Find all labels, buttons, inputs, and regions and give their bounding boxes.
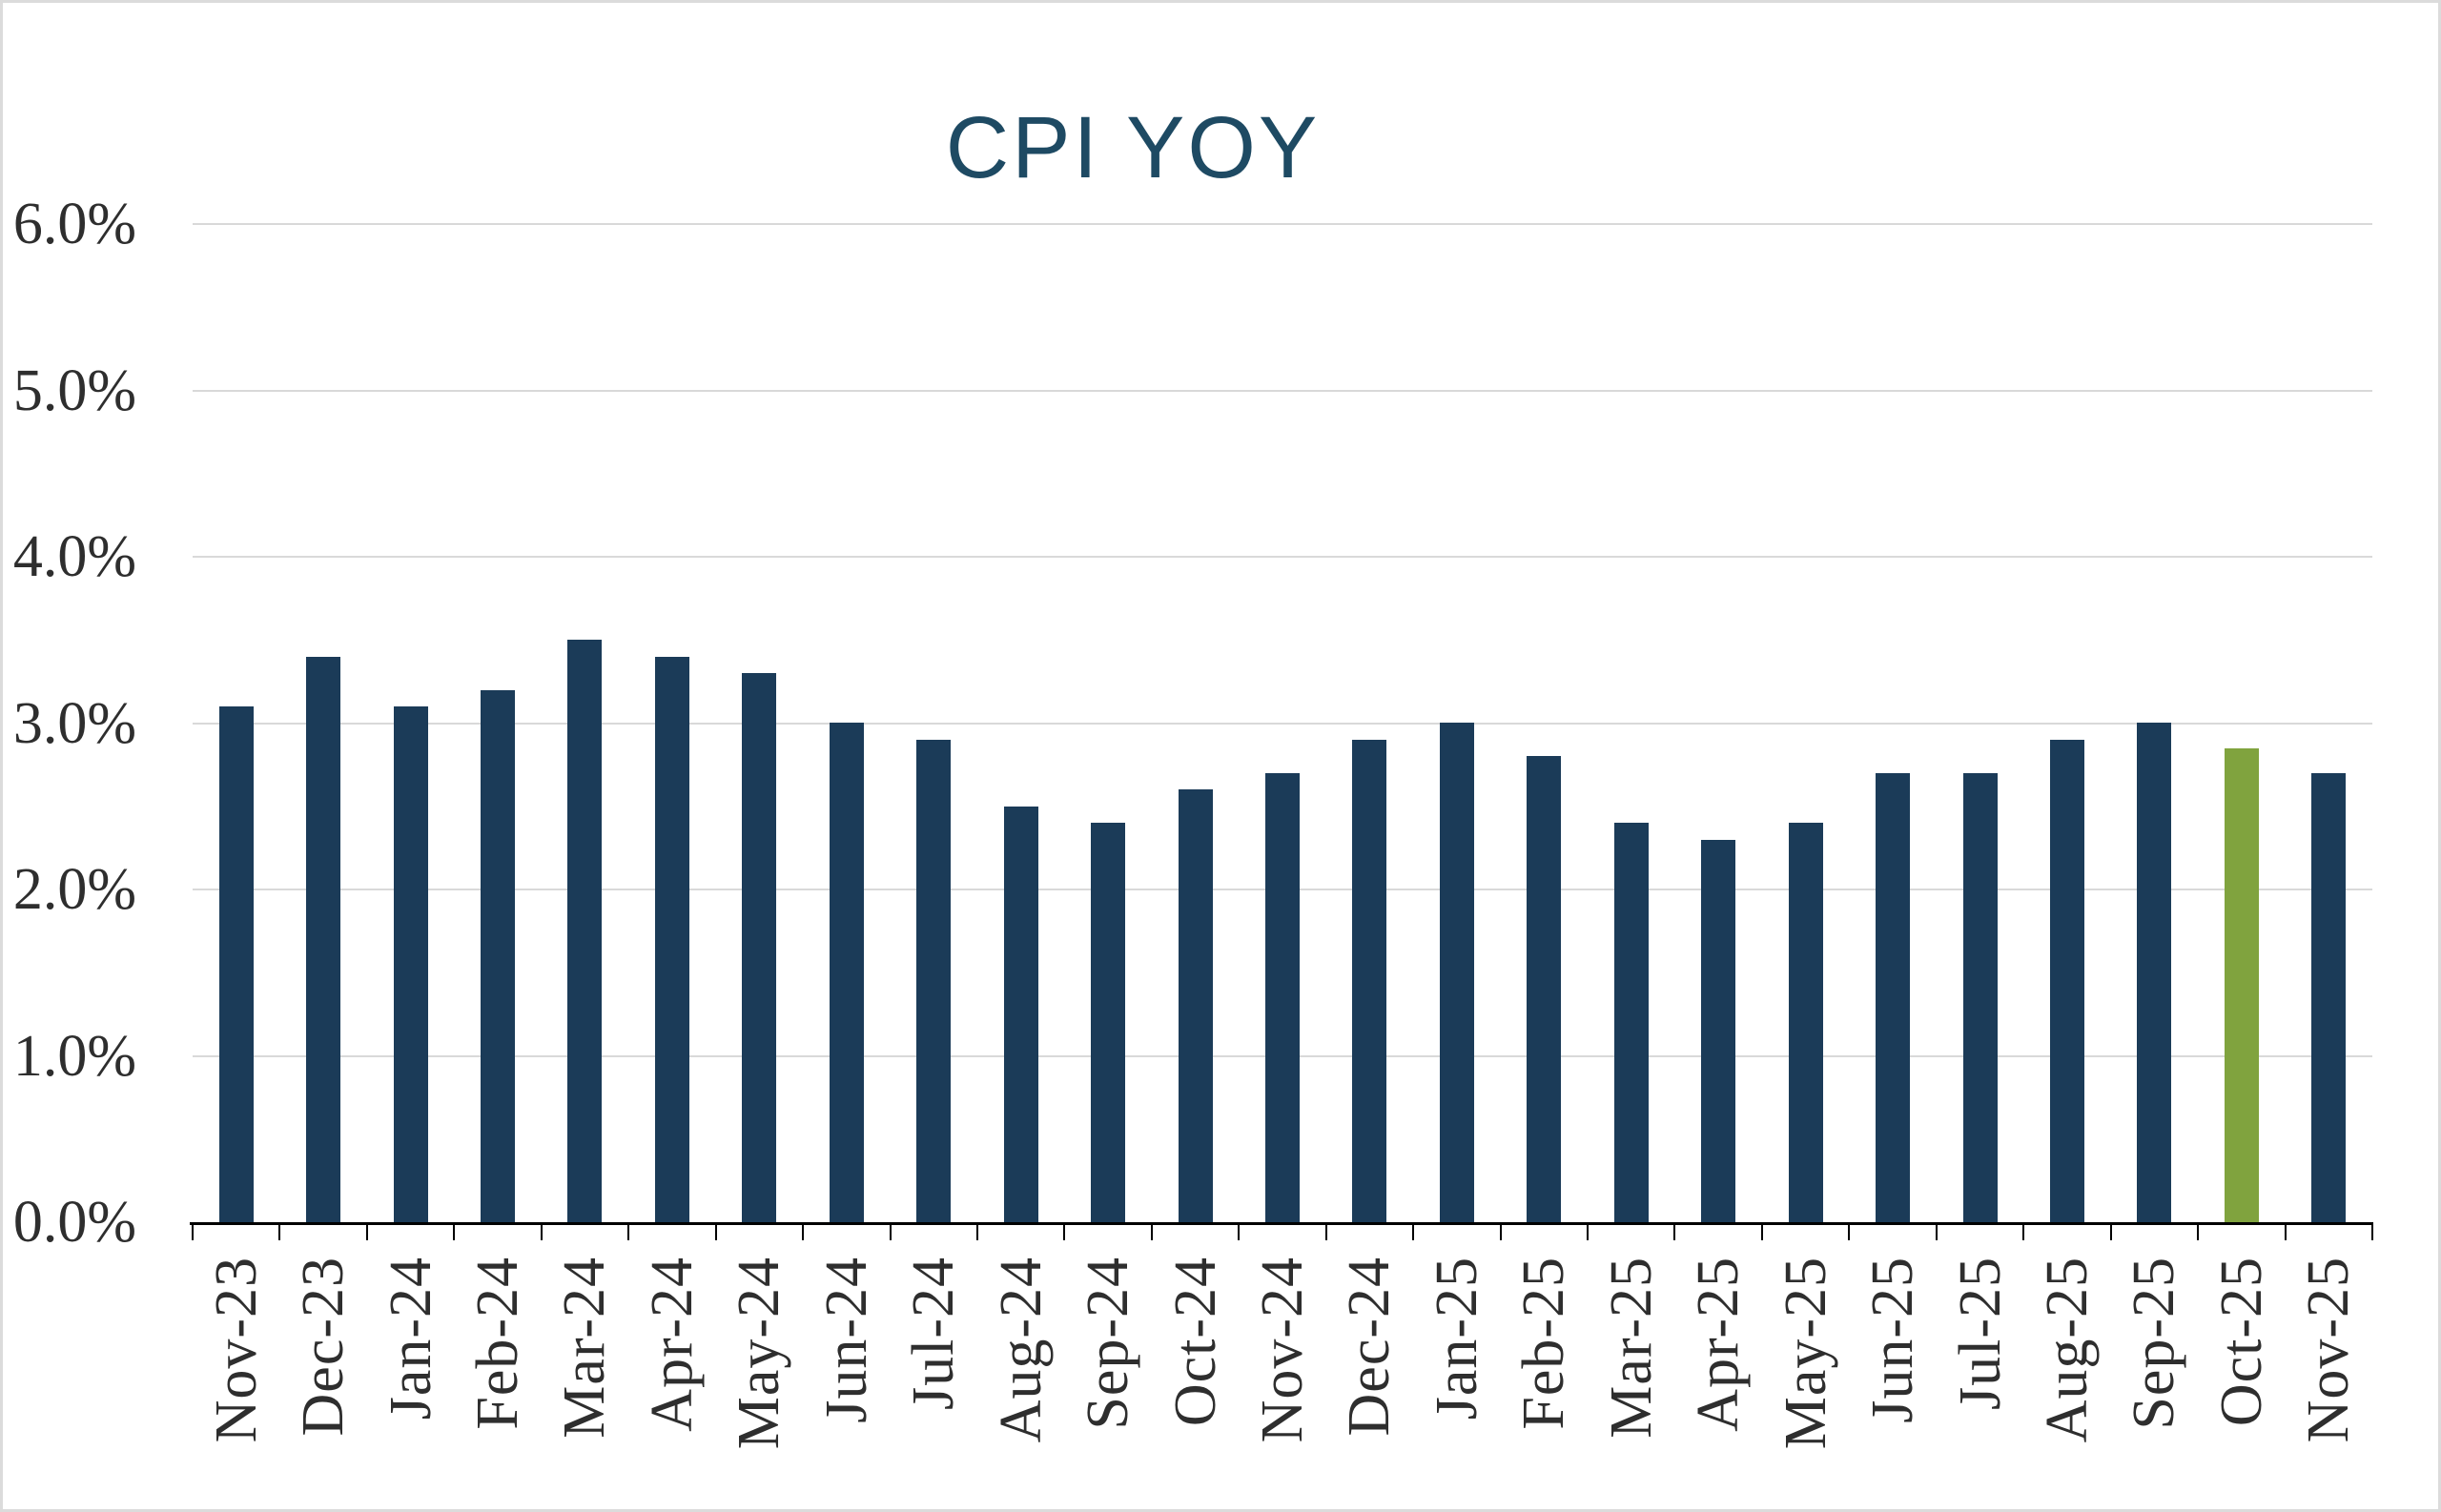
bar-highlighted xyxy=(2225,748,2259,1222)
y-axis-tick-label: 4.0% xyxy=(12,524,136,589)
x-axis-category-label: Sep-25 xyxy=(2122,1257,2186,1430)
x-axis-tick xyxy=(541,1222,543,1240)
x-axis-tick xyxy=(1151,1222,1153,1240)
chart-title: CPI YOY xyxy=(945,99,1321,196)
x-axis-tick xyxy=(1063,1222,1065,1240)
x-axis-category-label: Feb-24 xyxy=(465,1257,530,1430)
x-axis-category-label: Oct-24 xyxy=(1163,1257,1228,1427)
x-axis-category-label: Dec-24 xyxy=(1337,1257,1402,1437)
x-axis-tick xyxy=(976,1222,978,1240)
x-axis-tick xyxy=(2022,1222,2024,1240)
x-axis-category-label: Jun-25 xyxy=(1860,1257,1925,1423)
x-axis-category-label: Jan-24 xyxy=(379,1257,443,1420)
x-axis-line xyxy=(190,1222,2372,1225)
x-axis-tick xyxy=(1673,1222,1675,1240)
bar xyxy=(742,673,776,1222)
bar xyxy=(219,706,254,1222)
x-axis-category-label: Aug-24 xyxy=(989,1257,1054,1443)
gridline xyxy=(193,556,2372,558)
bar xyxy=(306,657,340,1222)
x-axis-category-label: Jul-25 xyxy=(1948,1257,2013,1410)
bar xyxy=(2050,740,2084,1222)
x-axis-tick xyxy=(278,1222,280,1240)
y-axis-tick-label: 2.0% xyxy=(12,857,136,922)
x-axis-category-label: Mar-25 xyxy=(1599,1257,1664,1439)
x-axis-tick xyxy=(1761,1222,1763,1240)
bar xyxy=(1527,756,1561,1222)
x-axis-category-label: Sep-24 xyxy=(1076,1257,1140,1430)
x-axis-tick xyxy=(2371,1222,2373,1240)
gridline xyxy=(193,722,2372,725)
y-axis-tick-label: 1.0% xyxy=(12,1023,136,1089)
gridline xyxy=(193,389,2372,392)
x-axis-tick xyxy=(1587,1222,1589,1240)
x-axis-category-label: Apr-24 xyxy=(640,1257,705,1432)
x-axis-tick xyxy=(1325,1222,1327,1240)
x-axis-tick xyxy=(453,1222,455,1240)
bar xyxy=(1701,840,1735,1222)
bar xyxy=(1876,773,1910,1222)
bar xyxy=(2137,723,2171,1222)
x-axis-tick xyxy=(366,1222,368,1240)
bar xyxy=(916,740,951,1222)
x-axis-tick xyxy=(802,1222,804,1240)
x-axis-tick xyxy=(715,1222,717,1240)
y-axis-tick-label: 6.0% xyxy=(12,192,136,256)
gridline xyxy=(193,223,2372,225)
x-axis-tick xyxy=(1238,1222,1240,1240)
bar xyxy=(1789,823,1823,1222)
y-axis-tick-label: 0.0% xyxy=(12,1190,136,1255)
x-axis-tick xyxy=(627,1222,629,1240)
x-axis-tick xyxy=(2110,1222,2112,1240)
bar xyxy=(394,706,428,1222)
x-axis-category-label: May-25 xyxy=(1774,1257,1838,1450)
x-axis-category-label: Jul-24 xyxy=(901,1257,966,1410)
bar xyxy=(1440,723,1474,1222)
x-axis-category-label: Dec-23 xyxy=(291,1257,356,1437)
x-axis-tick xyxy=(890,1222,892,1240)
x-axis-tick xyxy=(1500,1222,1502,1240)
bar xyxy=(1352,740,1386,1222)
x-axis-tick xyxy=(1412,1222,1414,1240)
x-axis-category-label: Feb-25 xyxy=(1511,1257,1576,1430)
x-axis-category-label: Mar-24 xyxy=(552,1257,617,1439)
x-axis-category-label: Nov-24 xyxy=(1250,1257,1315,1443)
x-axis-category-label: Oct-25 xyxy=(2209,1257,2274,1427)
x-axis-category-label: Nov-23 xyxy=(204,1257,269,1443)
x-axis-tick xyxy=(192,1222,194,1240)
x-axis-category-label: Nov-25 xyxy=(2296,1257,2361,1443)
bar xyxy=(2311,773,2346,1222)
bar xyxy=(1004,807,1038,1222)
bar xyxy=(567,640,602,1222)
bar xyxy=(1091,823,1125,1222)
bar xyxy=(830,723,864,1222)
x-axis-tick xyxy=(2197,1222,2199,1240)
bar xyxy=(481,690,515,1222)
x-axis-tick xyxy=(1936,1222,1938,1240)
x-axis-category-label: Jan-25 xyxy=(1425,1257,1489,1420)
x-axis-tick xyxy=(2285,1222,2287,1240)
bar xyxy=(1265,773,1300,1222)
x-axis-category-label: May-24 xyxy=(727,1257,791,1450)
bar xyxy=(1179,789,1213,1222)
y-axis-tick-label: 5.0% xyxy=(12,358,136,423)
x-axis-category-label: Apr-25 xyxy=(1686,1257,1751,1432)
bar xyxy=(1614,823,1649,1222)
bar xyxy=(655,657,689,1222)
x-axis-category-label: Aug-25 xyxy=(2035,1257,2100,1443)
y-axis-tick-label: 3.0% xyxy=(12,690,136,756)
x-axis-tick xyxy=(1848,1222,1850,1240)
x-axis-category-label: Jun-24 xyxy=(814,1257,879,1423)
bar xyxy=(1963,773,1998,1222)
